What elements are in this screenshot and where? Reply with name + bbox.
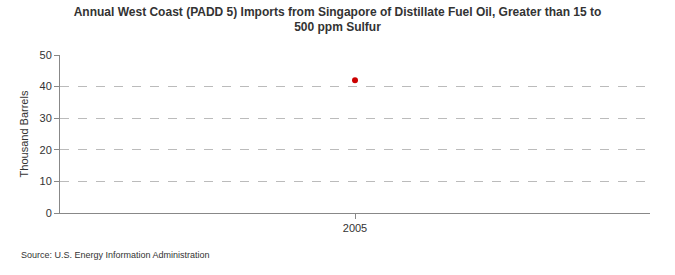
svg-text:0: 0 [46, 207, 52, 219]
svg-text:50: 50 [40, 49, 52, 61]
svg-text:Thousand Barrels: Thousand Barrels [18, 90, 30, 177]
svg-text:10: 10 [40, 175, 52, 187]
svg-text:20: 20 [40, 144, 52, 156]
svg-text:2005: 2005 [343, 222, 367, 234]
svg-text:Annual West Coast (PADD 5) Imp: Annual West Coast (PADD 5) Imports from … [74, 5, 602, 35]
svg-text:Source: U.S. Energy Informatio: Source: U.S. Energy Information Administ… [21, 250, 210, 260]
svg-text:30: 30 [40, 112, 52, 124]
svg-text:40: 40 [40, 80, 52, 92]
